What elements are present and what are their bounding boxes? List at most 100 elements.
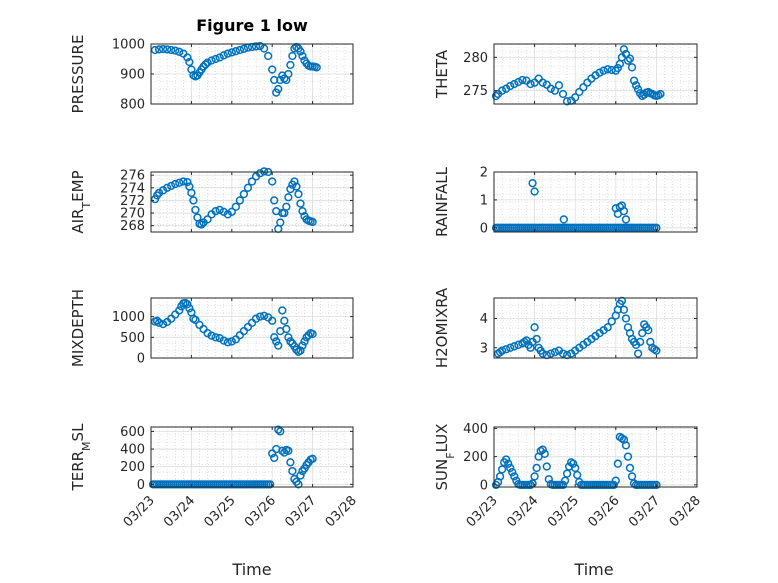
- data-point: [282, 324, 291, 334]
- y-tick-label: 0: [480, 221, 488, 236]
- data-point: [627, 63, 637, 72]
- data-point: [183, 53, 192, 62]
- data-point: [239, 44, 249, 53]
- data-point: [255, 169, 265, 178]
- data-point: [530, 472, 539, 481]
- data-point: [613, 63, 622, 73]
- data-point: [201, 60, 210, 69]
- data-point: [191, 205, 200, 215]
- y-tick-label: 272: [120, 194, 145, 209]
- data-point: [259, 44, 269, 53]
- y-axis-label-part: M: [80, 441, 93, 451]
- panel-6: 3 4 H2OMIXRA: [433, 287, 698, 368]
- data-point: [562, 97, 572, 106]
- y-tick-label: 270: [120, 207, 145, 222]
- y-axis-label-part: THETA: [433, 49, 451, 99]
- y-axis-label-part: AIR: [69, 209, 87, 234]
- y-axis-label: MIXDEPTH: [69, 289, 87, 367]
- data-point: [239, 189, 249, 199]
- data-point: [282, 202, 291, 211]
- data-point: [621, 215, 631, 224]
- series-markers: [493, 296, 661, 360]
- axes-box: [150, 426, 354, 488]
- y-axis-label: TERRMSL: [69, 423, 93, 492]
- data-point: [530, 187, 539, 196]
- y-axis-label-part: EMP: [69, 170, 87, 201]
- data-point: [280, 316, 289, 325]
- data-point: [158, 44, 168, 54]
- data-point: [235, 196, 245, 205]
- data-point: [203, 215, 212, 224]
- axes-box: [150, 171, 354, 233]
- data-point: [497, 86, 507, 95]
- data-point: [530, 323, 539, 332]
- y-tick-label: 1: [480, 193, 488, 208]
- data-point: [506, 81, 515, 91]
- series-markers: [148, 425, 317, 489]
- y-axis-label: SUNFLUX: [433, 424, 457, 491]
- data-point: [599, 66, 608, 75]
- y-axis-label-part: SUN: [433, 459, 451, 491]
- y-axis-label: PRESSURE: [69, 35, 87, 114]
- data-point: [292, 182, 301, 191]
- y-axis-label: H2OMIXRA: [433, 287, 451, 368]
- y-tick-label: 3: [480, 341, 488, 356]
- data-point: [175, 47, 184, 56]
- data-point: [211, 333, 220, 342]
- data-point: [292, 345, 301, 354]
- data-point: [150, 45, 160, 55]
- y-axis-label-part: T: [80, 202, 93, 210]
- panel-4: 0 1 2 RAINFALL: [433, 166, 698, 237]
- data-point: [243, 183, 253, 192]
- panel-5: 0 500 1000 MIXDEPTH: [69, 289, 354, 367]
- data-point: [510, 342, 519, 351]
- data-point: [304, 331, 313, 340]
- x-axis-label-right: Time: [573, 560, 613, 579]
- data-point: [255, 312, 265, 321]
- data-point: [207, 331, 216, 340]
- data-point: [286, 458, 295, 467]
- data-point: [607, 317, 616, 326]
- data-point: [264, 51, 273, 61]
- series-markers: [150, 298, 317, 356]
- data-point: [633, 349, 643, 358]
- data-point: [211, 207, 220, 216]
- series-markers: [491, 179, 661, 232]
- y-axis-label-part: MIXDEPTH: [69, 289, 87, 367]
- y-axis-label-part: F: [444, 452, 457, 458]
- y-tick-label: 1000: [112, 310, 145, 325]
- data-point: [167, 181, 176, 191]
- data-point: [652, 480, 661, 490]
- data-point: [308, 329, 317, 339]
- data-point: [294, 189, 303, 199]
- data-point: [579, 83, 588, 92]
- data-point: [296, 471, 305, 480]
- data-point: [631, 81, 641, 90]
- data-point: [268, 177, 277, 186]
- data-point: [171, 46, 180, 55]
- data-point: [510, 79, 519, 89]
- y-tick-label: 0: [480, 478, 488, 493]
- y-tick-label: 280: [463, 51, 488, 66]
- data-point: [268, 65, 277, 74]
- data-point: [532, 334, 541, 344]
- data-point: [560, 476, 570, 485]
- data-point: [621, 441, 631, 450]
- data-point: [627, 472, 637, 481]
- data-point: [546, 349, 555, 358]
- data-point: [298, 51, 307, 61]
- data-point: [187, 188, 196, 197]
- data-point: [625, 54, 635, 63]
- series-markers: [491, 45, 665, 106]
- data-point: [636, 337, 645, 347]
- data-point: [215, 53, 224, 62]
- axes-box: [493, 297, 698, 359]
- y-tick-label: 0: [137, 352, 145, 367]
- data-point: [175, 306, 184, 315]
- data-point: [633, 85, 643, 94]
- data-point: [231, 47, 240, 56]
- data-point: [296, 346, 305, 355]
- data-point: [284, 69, 293, 79]
